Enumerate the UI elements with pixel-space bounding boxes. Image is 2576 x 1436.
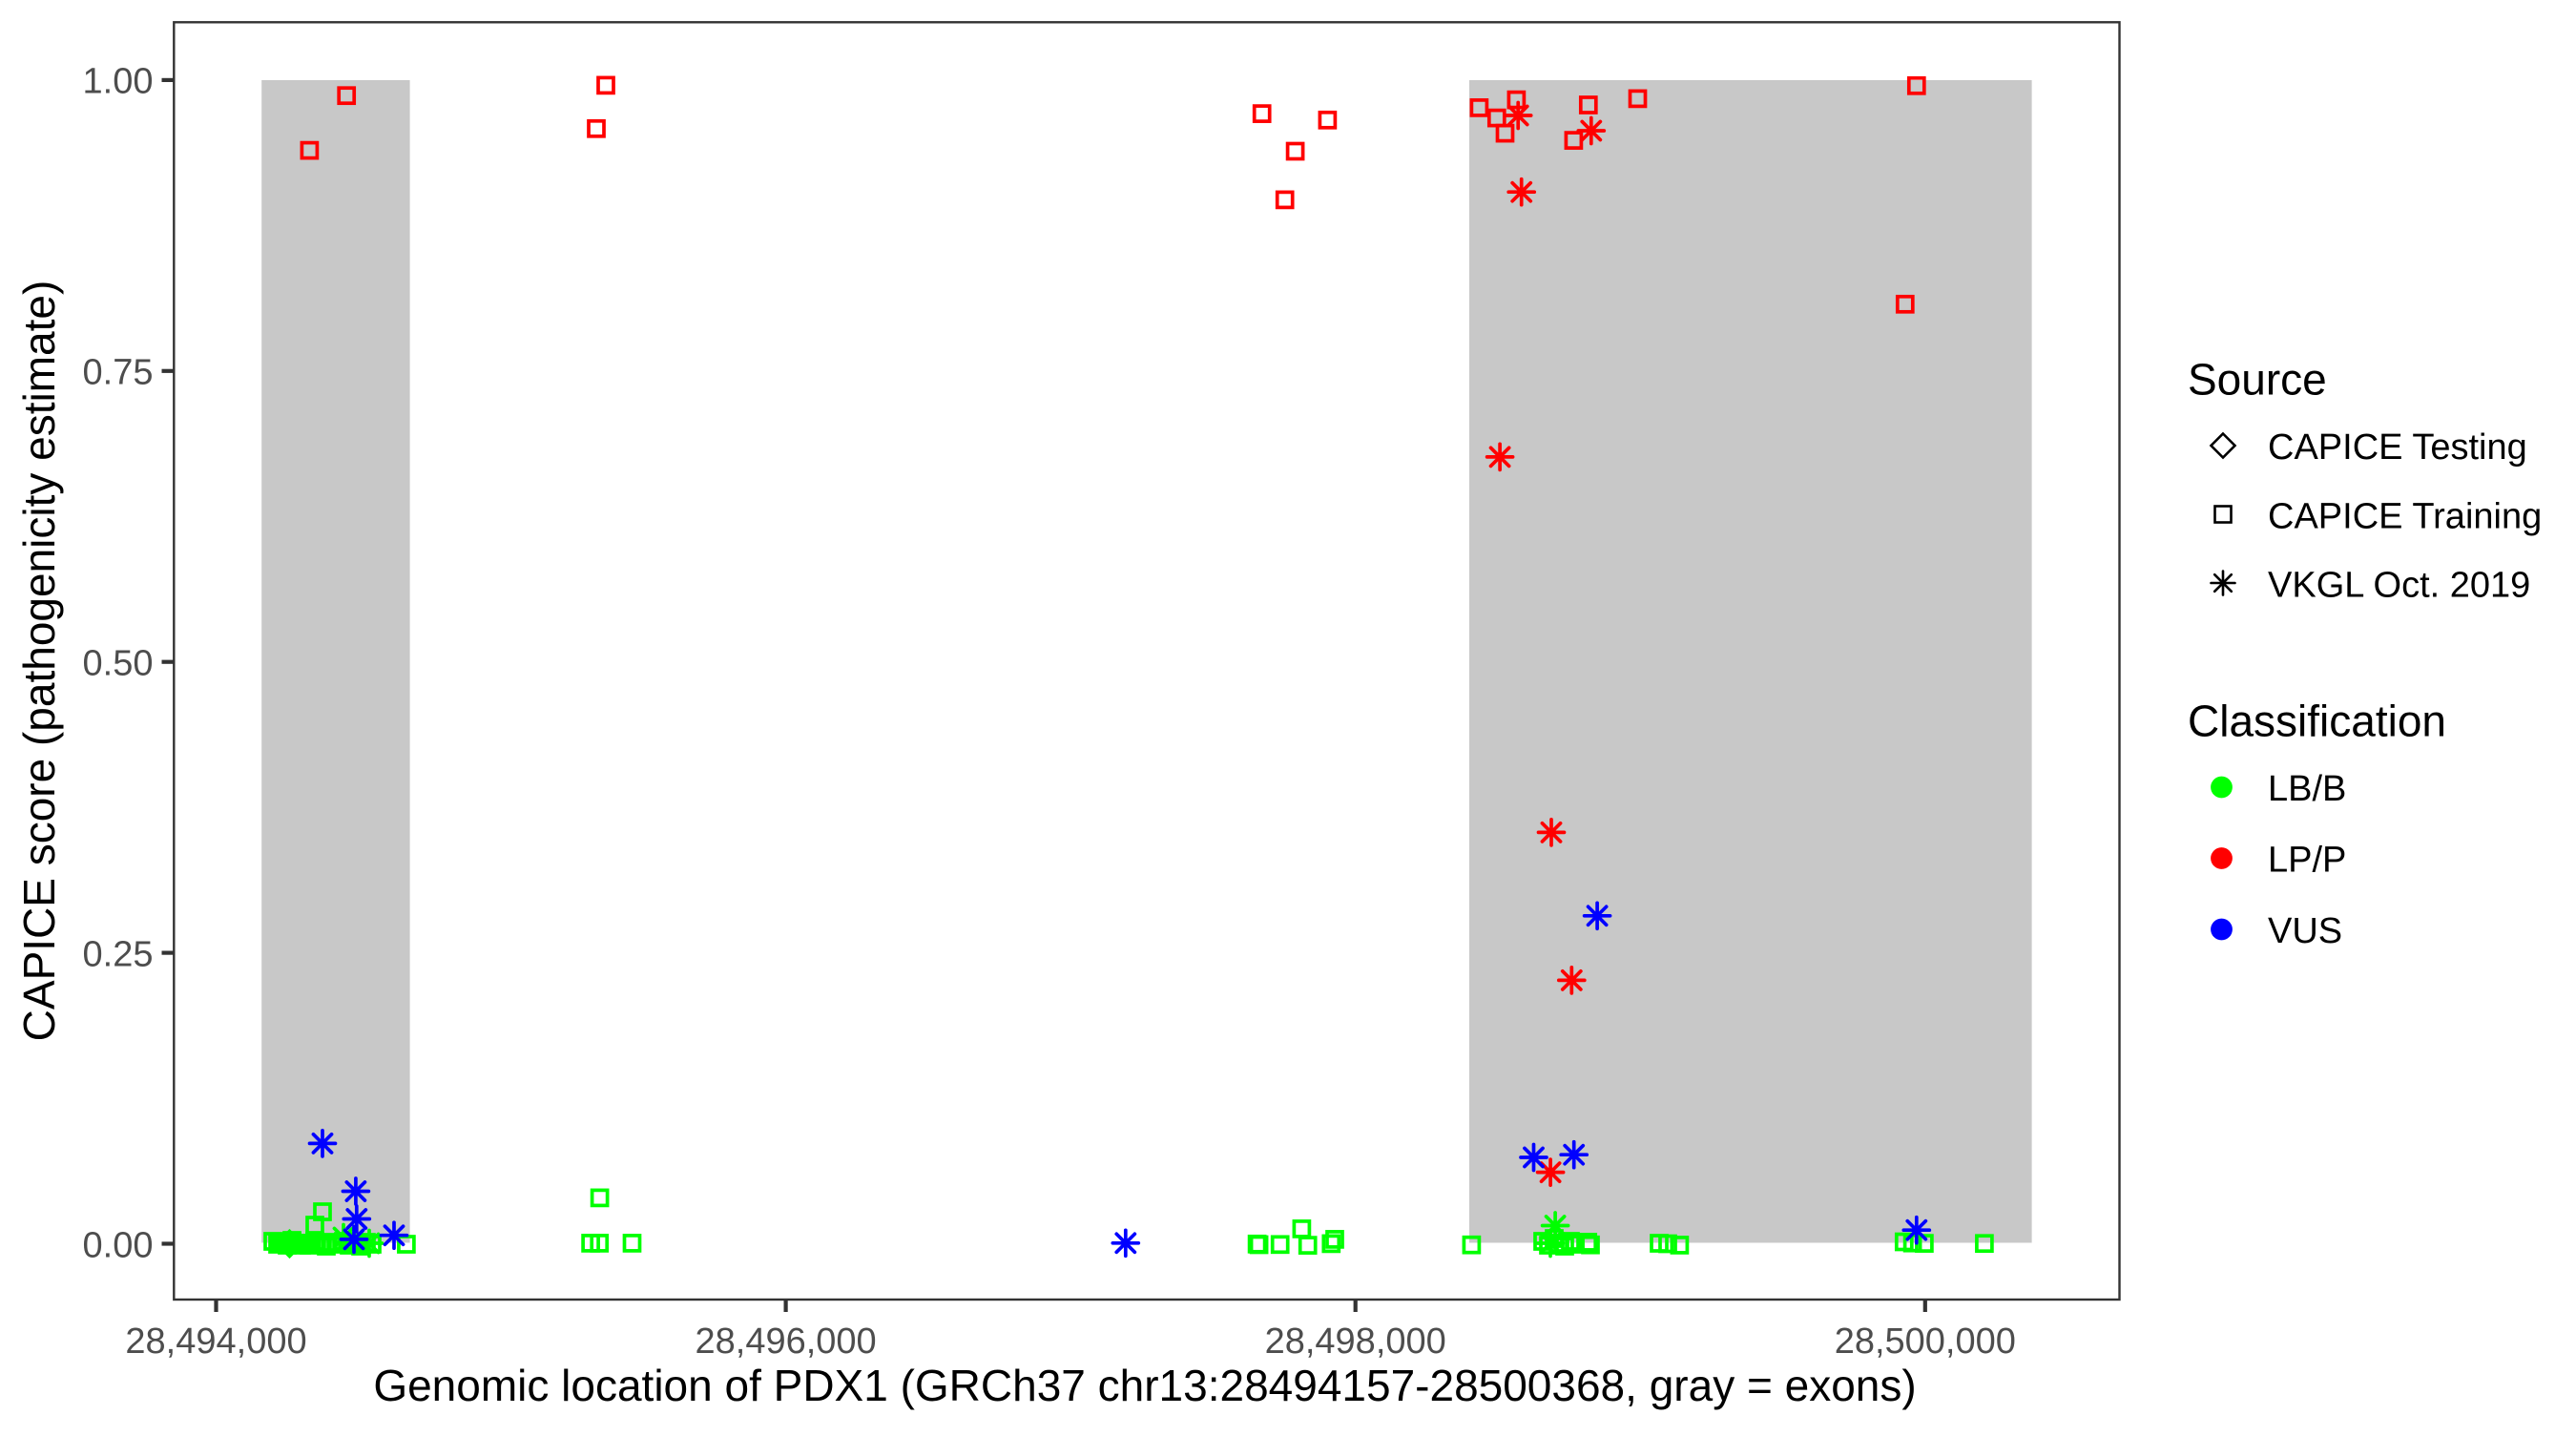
svg-text:Classification: Classification bbox=[2188, 697, 2446, 746]
svg-text:CAPICE Testing: CAPICE Testing bbox=[2268, 427, 2527, 468]
svg-text:0.75: 0.75 bbox=[83, 353, 154, 393]
svg-text:CAPICE Training: CAPICE Training bbox=[2268, 496, 2542, 536]
svg-text:Source: Source bbox=[2188, 355, 2327, 405]
svg-text:0.25: 0.25 bbox=[83, 934, 154, 974]
svg-text:28,500,000: 28,500,000 bbox=[1835, 1322, 2016, 1362]
svg-text:0.50: 0.50 bbox=[83, 644, 154, 684]
svg-text:28,496,000: 28,496,000 bbox=[696, 1322, 877, 1362]
svg-text:VUS: VUS bbox=[2268, 911, 2342, 951]
svg-text:CAPICE score (pathogenicity es: CAPICE score (pathogenicity estimate) bbox=[14, 281, 64, 1042]
svg-text:28,494,000: 28,494,000 bbox=[125, 1322, 306, 1362]
svg-text:Genomic location of PDX1 (GRCh: Genomic location of PDX1 (GRCh37 chr13:2… bbox=[373, 1361, 1916, 1410]
svg-text:LB/B: LB/B bbox=[2268, 769, 2346, 809]
svg-text:VKGL Oct. 2019: VKGL Oct. 2019 bbox=[2268, 565, 2530, 605]
svg-text:LP/P: LP/P bbox=[2268, 840, 2346, 880]
svg-text:28,498,000: 28,498,000 bbox=[1265, 1322, 1446, 1362]
svg-text:0.00: 0.00 bbox=[83, 1225, 154, 1265]
svg-text:1.00: 1.00 bbox=[83, 62, 154, 102]
